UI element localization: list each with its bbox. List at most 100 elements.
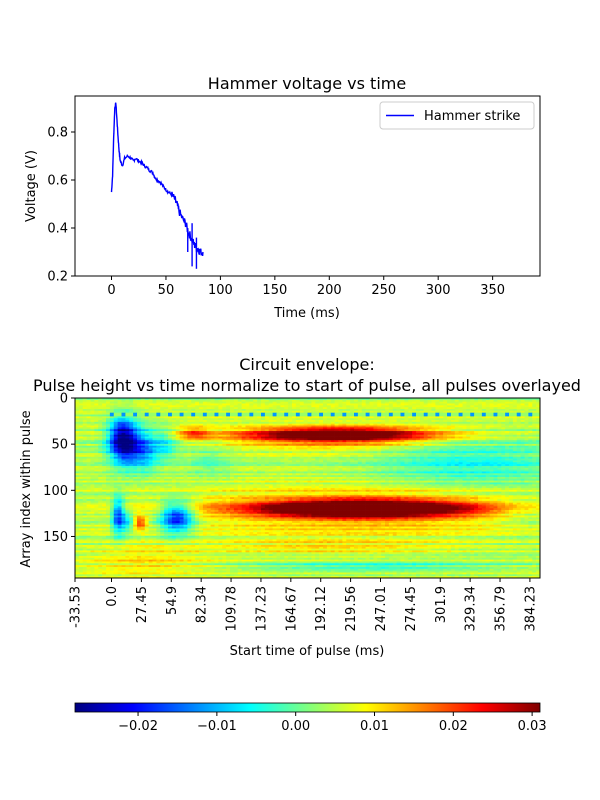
heatmap-cell bbox=[257, 412, 262, 415]
heatmap-cell bbox=[377, 465, 382, 469]
heatmap-cell bbox=[361, 398, 366, 401]
heatmap-cell bbox=[330, 403, 335, 406]
heatmap-cell bbox=[509, 407, 514, 410]
heatmap-cell bbox=[536, 427, 541, 430]
heatmap-cell bbox=[392, 434, 397, 437]
heatmap-cell bbox=[133, 425, 138, 428]
heatmap-cell bbox=[478, 432, 483, 436]
heatmap-cell bbox=[292, 423, 297, 426]
heatmap-cell bbox=[315, 434, 320, 437]
heatmap-cell bbox=[191, 423, 196, 426]
heatmap-cell bbox=[524, 416, 529, 419]
heatmap-cell bbox=[152, 401, 157, 404]
heatmap-cell bbox=[532, 436, 537, 439]
heatmap-cell bbox=[117, 471, 122, 474]
heatmap-cell bbox=[357, 440, 363, 443]
heatmap-cell bbox=[462, 418, 467, 421]
heatmap-cell bbox=[121, 451, 126, 454]
heatmap-cell bbox=[179, 405, 184, 408]
heatmap-cell bbox=[392, 418, 397, 421]
heatmap-cell bbox=[509, 438, 514, 441]
heatmap-cell bbox=[357, 414, 363, 417]
heatmap-cell bbox=[528, 434, 533, 437]
heatmap-cell bbox=[187, 407, 192, 410]
heatmap-cell bbox=[388, 431, 394, 434]
heatmap-cell bbox=[361, 416, 366, 419]
heatmap-cell bbox=[501, 453, 506, 456]
heatmap-cell bbox=[237, 401, 242, 404]
heatmap-cell bbox=[125, 407, 130, 410]
heatmap-cell bbox=[509, 434, 514, 437]
heatmap-cell bbox=[326, 429, 332, 432]
heatmap-cell bbox=[392, 414, 397, 417]
heatmap-cell bbox=[458, 438, 463, 441]
heatmap-cell bbox=[315, 465, 320, 469]
heatmap-cell bbox=[481, 410, 487, 414]
heatmap-cell bbox=[485, 456, 490, 459]
heatmap-cell bbox=[245, 467, 250, 470]
heatmap-cell bbox=[233, 410, 239, 414]
heatmap-cell bbox=[400, 440, 405, 443]
heatmap-cell bbox=[226, 421, 231, 425]
heatmap-cell bbox=[187, 427, 192, 430]
heatmap-cell bbox=[361, 462, 366, 465]
heatmap-cell bbox=[404, 438, 409, 441]
heatmap-cell bbox=[373, 416, 378, 419]
heatmap-cell bbox=[326, 431, 332, 434]
heatmap-cell bbox=[276, 398, 281, 401]
heatmap-cell bbox=[257, 407, 262, 410]
heatmap-cell bbox=[408, 432, 413, 436]
heatmap-cell bbox=[315, 471, 320, 474]
heatmap-cell bbox=[474, 407, 479, 410]
heatmap-cell bbox=[396, 398, 401, 401]
heatmap-cell bbox=[168, 440, 173, 443]
heatmap-cell bbox=[532, 425, 537, 428]
heatmap-cell bbox=[129, 423, 134, 426]
heatmap-cell bbox=[303, 416, 308, 419]
heatmap-cell bbox=[202, 403, 208, 406]
heatmap-cell bbox=[505, 440, 510, 443]
heatmap-cell bbox=[299, 471, 304, 474]
heatmap-cell bbox=[241, 471, 246, 474]
heatmap-cell bbox=[416, 458, 421, 461]
heatmap-cell bbox=[113, 443, 118, 447]
heatmap-cell bbox=[466, 465, 471, 469]
heatmap-cell bbox=[288, 412, 293, 415]
heatmap-cell bbox=[435, 429, 440, 432]
heatmap-cell bbox=[292, 445, 297, 448]
heatmap-cell bbox=[369, 451, 374, 454]
heatmap-cell bbox=[75, 443, 80, 447]
heatmap-cell bbox=[443, 447, 448, 450]
heatmap-cell bbox=[419, 421, 425, 425]
heatmap-cell bbox=[346, 451, 351, 454]
heatmap-cell bbox=[462, 442, 467, 445]
heatmap-cell bbox=[516, 447, 521, 450]
heatmap-cell bbox=[292, 410, 297, 414]
heatmap-cell bbox=[404, 451, 409, 454]
heatmap-cell bbox=[528, 410, 533, 414]
heatmap-cell bbox=[241, 436, 246, 439]
heatmap-cell bbox=[241, 398, 246, 401]
heatmap-cell bbox=[536, 462, 541, 465]
heatmap-cell bbox=[129, 447, 134, 450]
heatmap-cell bbox=[466, 442, 471, 445]
heatmap-cell bbox=[450, 410, 456, 414]
heatmap-cell bbox=[326, 442, 332, 445]
heatmap-cell bbox=[365, 447, 370, 450]
heatmap-cell bbox=[226, 429, 231, 432]
heatmap-cell bbox=[419, 456, 425, 459]
heatmap-cell bbox=[450, 409, 456, 412]
heatmap-cell bbox=[86, 449, 91, 452]
heatmap-cell bbox=[121, 464, 126, 467]
heatmap-cell bbox=[226, 469, 231, 472]
heatmap-cell bbox=[365, 464, 370, 467]
heatmap-cell bbox=[330, 431, 335, 434]
heatmap-cell bbox=[416, 443, 421, 447]
heatmap-cell bbox=[505, 453, 510, 456]
heatmap-cell bbox=[98, 471, 103, 474]
heatmap-cell bbox=[82, 462, 87, 465]
heatmap-cell bbox=[357, 416, 363, 419]
heatmap-cell bbox=[423, 429, 428, 432]
heatmap-cell bbox=[532, 405, 537, 408]
heatmap-cell bbox=[478, 427, 483, 430]
